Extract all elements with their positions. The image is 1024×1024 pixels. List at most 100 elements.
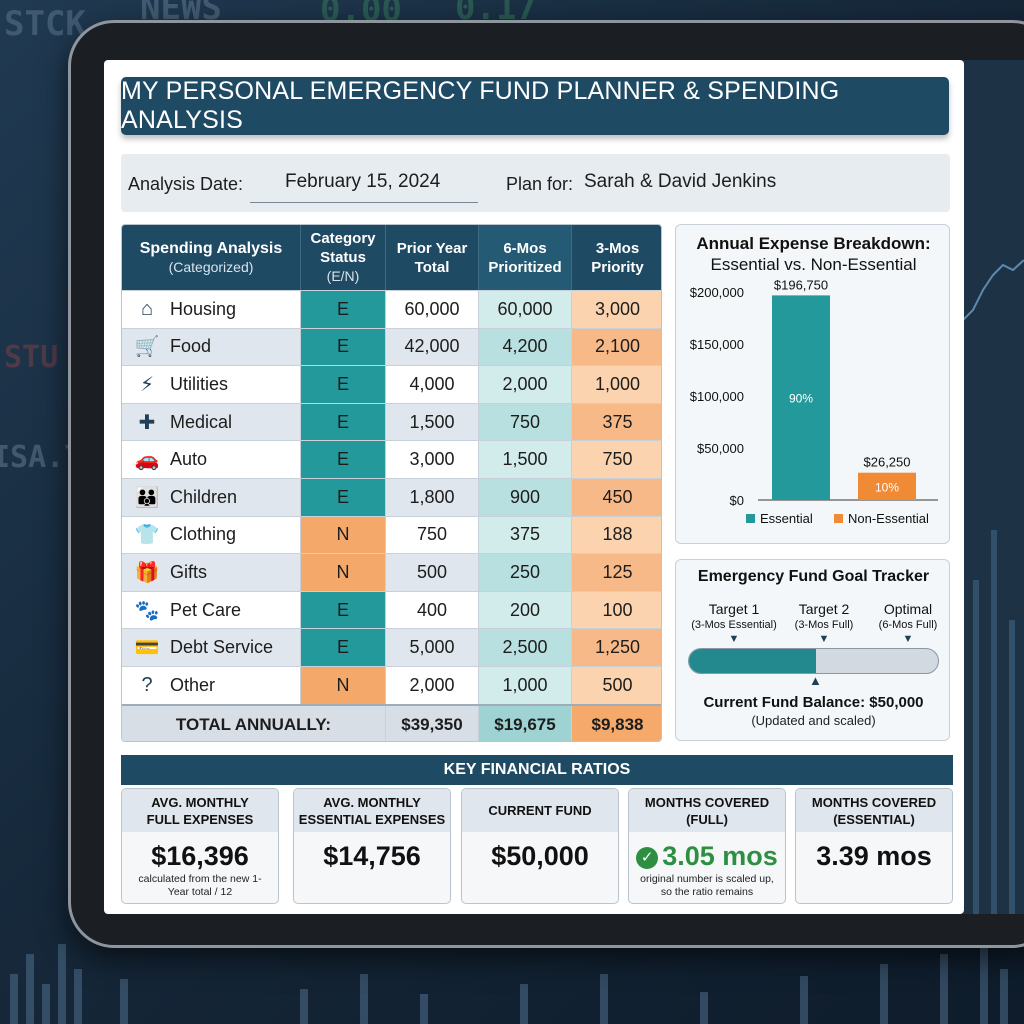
row-status[interactable]: N [300,515,385,554]
row-status[interactable]: E [300,478,385,516]
row-category: ? Other [122,666,300,704]
row-category-label: Housing [170,298,237,319]
target-1-label: Target 1 [708,601,760,617]
row-six-month[interactable]: 750 [478,402,571,441]
row-prior-total[interactable]: 1,800 [385,478,478,516]
plan-for-field[interactable]: Sarah & David Jenkins [584,171,777,192]
goal-progress-bar [688,648,939,674]
table-row[interactable]: 👪 Children E 1,800 900 450 [122,478,661,516]
row-status[interactable]: E [300,440,385,478]
row-three-month[interactable]: 1,250 [571,628,661,666]
cart-icon: 🛒 [134,336,160,359]
row-prior-total[interactable]: 42,000 [385,327,478,366]
total-label: TOTAL ANNUALLY: [175,714,332,734]
question-icon: ? [141,673,153,696]
ratio-card-note: calculated from the new 1-Year total / 1… [138,873,262,898]
paw-icon: 🐾 [134,599,160,622]
row-status[interactable]: E [300,365,385,403]
row-three-month[interactable]: 125 [571,553,661,591]
row-six-month[interactable]: 1,500 [478,440,571,478]
y-tick-label: $150,000 [690,337,744,352]
page-title: MY PERSONAL EMERGENCY FUND PLANNER & SPE… [121,77,949,135]
table-row[interactable]: 💳 Debt Service E 5,000 2,500 1,250 [122,628,661,666]
row-prior-total[interactable]: 5,000 [385,628,478,666]
ratio-card-value-text: 3.05 mos [662,841,778,871]
row-six-month[interactable]: 1,000 [478,666,571,704]
analysis-date-field[interactable]: February 15, 2024 [285,171,441,192]
table-row[interactable]: ⌂ Housing E 60,000 60,000 3,000 [122,290,661,328]
col-header-name: Spending Analysis (Categorized) [122,225,300,290]
ratio-card-months-full: MONTHS COVERED (FULL) ✓ 3.05 mos original… [628,788,786,904]
table-row[interactable]: 🚗 Auto E 3,000 1,500 750 [122,440,661,478]
legend-label-nonessential: Non-Essential [848,511,929,526]
row-three-month[interactable]: 2,100 [571,327,661,366]
row-three-month[interactable]: 100 [571,590,661,629]
ratio-card-head: AVG. MONTHLY ESSENTIAL EXPENSES [294,789,450,832]
row-three-month[interactable]: 500 [571,666,661,704]
row-prior-total[interactable]: 3,000 [385,440,478,478]
goal-tracker-title: Emergency Fund Goal Tracker [697,568,930,585]
ratio-card-value: ✓ 3.05 mos [629,841,785,872]
row-six-month[interactable]: 900 [478,478,571,516]
table-row[interactable]: ✚ Medical E 1,500 750 375 [122,402,661,441]
row-six-month[interactable]: 250 [478,553,571,591]
row-category: 🎁 Gifts [122,553,300,591]
target-optimal-label: Optimal [883,601,933,617]
table-row[interactable]: 👕 Clothing N 750 375 188 [122,515,661,554]
ratio-card-head: AVG. MONTHLY FULL EXPENSES [122,789,278,832]
row-three-month[interactable]: 750 [571,440,661,478]
row-status[interactable]: E [300,327,385,366]
row-status[interactable]: N [300,553,385,591]
row-prior-total[interactable]: 750 [385,515,478,554]
row-three-month[interactable]: 188 [571,515,661,554]
spending-table: Spending Analysis (Categorized) Category… [121,224,662,742]
row-category: 👪 Children [122,478,300,516]
total-three: $9,838 [571,706,661,741]
legend-label-essential: Essential [760,511,813,526]
target-optimal: Optimal (6-Mos Full) ▼ [863,601,953,645]
row-status[interactable]: E [300,590,385,629]
row-six-month[interactable]: 60,000 [478,290,571,328]
row-six-month[interactable]: 4,200 [478,327,571,366]
info-row: Analysis Date: February 15, 2024 Plan fo… [121,154,950,212]
row-category-label: Debt Service [170,637,274,658]
current-balance-marker-icon: ▲ [809,673,822,688]
goal-tracker: Emergency Fund Goal Tracker Target 1 (3-… [675,559,950,741]
row-six-month[interactable]: 2,000 [478,365,571,403]
row-prior-total[interactable]: 60,000 [385,290,478,328]
row-category-label: Medical [170,411,233,432]
ratio-card-value: $16,396 [151,841,249,871]
table-row[interactable]: 🛒 Food E 42,000 4,200 2,100 [122,327,661,366]
bg-ticker-5: STU [4,340,59,375]
row-six-month[interactable]: 375 [478,515,571,554]
bar-non-essential [858,472,916,500]
row-three-month[interactable]: 3,000 [571,290,661,328]
row-three-month[interactable]: 1,000 [571,365,661,403]
row-status[interactable]: E [300,628,385,666]
target-optimal-marker-icon: ▼ [902,633,914,645]
row-status[interactable]: E [300,290,385,328]
row-prior-total[interactable]: 500 [385,553,478,591]
target-optimal-sub: (6-Mos Full) [878,619,938,631]
table-row[interactable]: 🐾 Pet Care E 400 200 100 [122,590,661,629]
row-status[interactable]: E [300,402,385,441]
table-row[interactable]: ⚡ Utilities E 4,000 2,000 1,000 [122,365,661,403]
row-status[interactable]: N [300,666,385,704]
row-category: 🐾 Pet Care [122,590,300,629]
row-three-month[interactable]: 450 [571,478,661,516]
row-category-label: Children [170,486,238,507]
row-prior-total[interactable]: 1,500 [385,402,478,441]
row-prior-total[interactable]: 4,000 [385,365,478,403]
app-screen: MY PERSONAL EMERGENCY FUND PLANNER & SPE… [104,60,964,914]
row-six-month[interactable]: 2,500 [478,628,571,666]
row-three-month[interactable]: 375 [571,402,661,441]
row-prior-total[interactable]: 2,000 [385,666,478,704]
goal-progress-fill [689,649,816,673]
ratio-card-essential-expenses: AVG. MONTHLY ESSENTIAL EXPENSES $14,756 [293,788,451,904]
table-row[interactable]: 🎁 Gifts N 500 250 125 [122,553,661,591]
row-six-month[interactable]: 200 [478,590,571,629]
row-category-label: Pet Care [170,599,242,620]
ratio-card-full-expenses: AVG. MONTHLY FULL EXPENSES $16,396 calcu… [121,788,279,904]
row-prior-total[interactable]: 400 [385,590,478,629]
table-row[interactable]: ? Other N 2,000 1,000 500 [122,666,661,704]
